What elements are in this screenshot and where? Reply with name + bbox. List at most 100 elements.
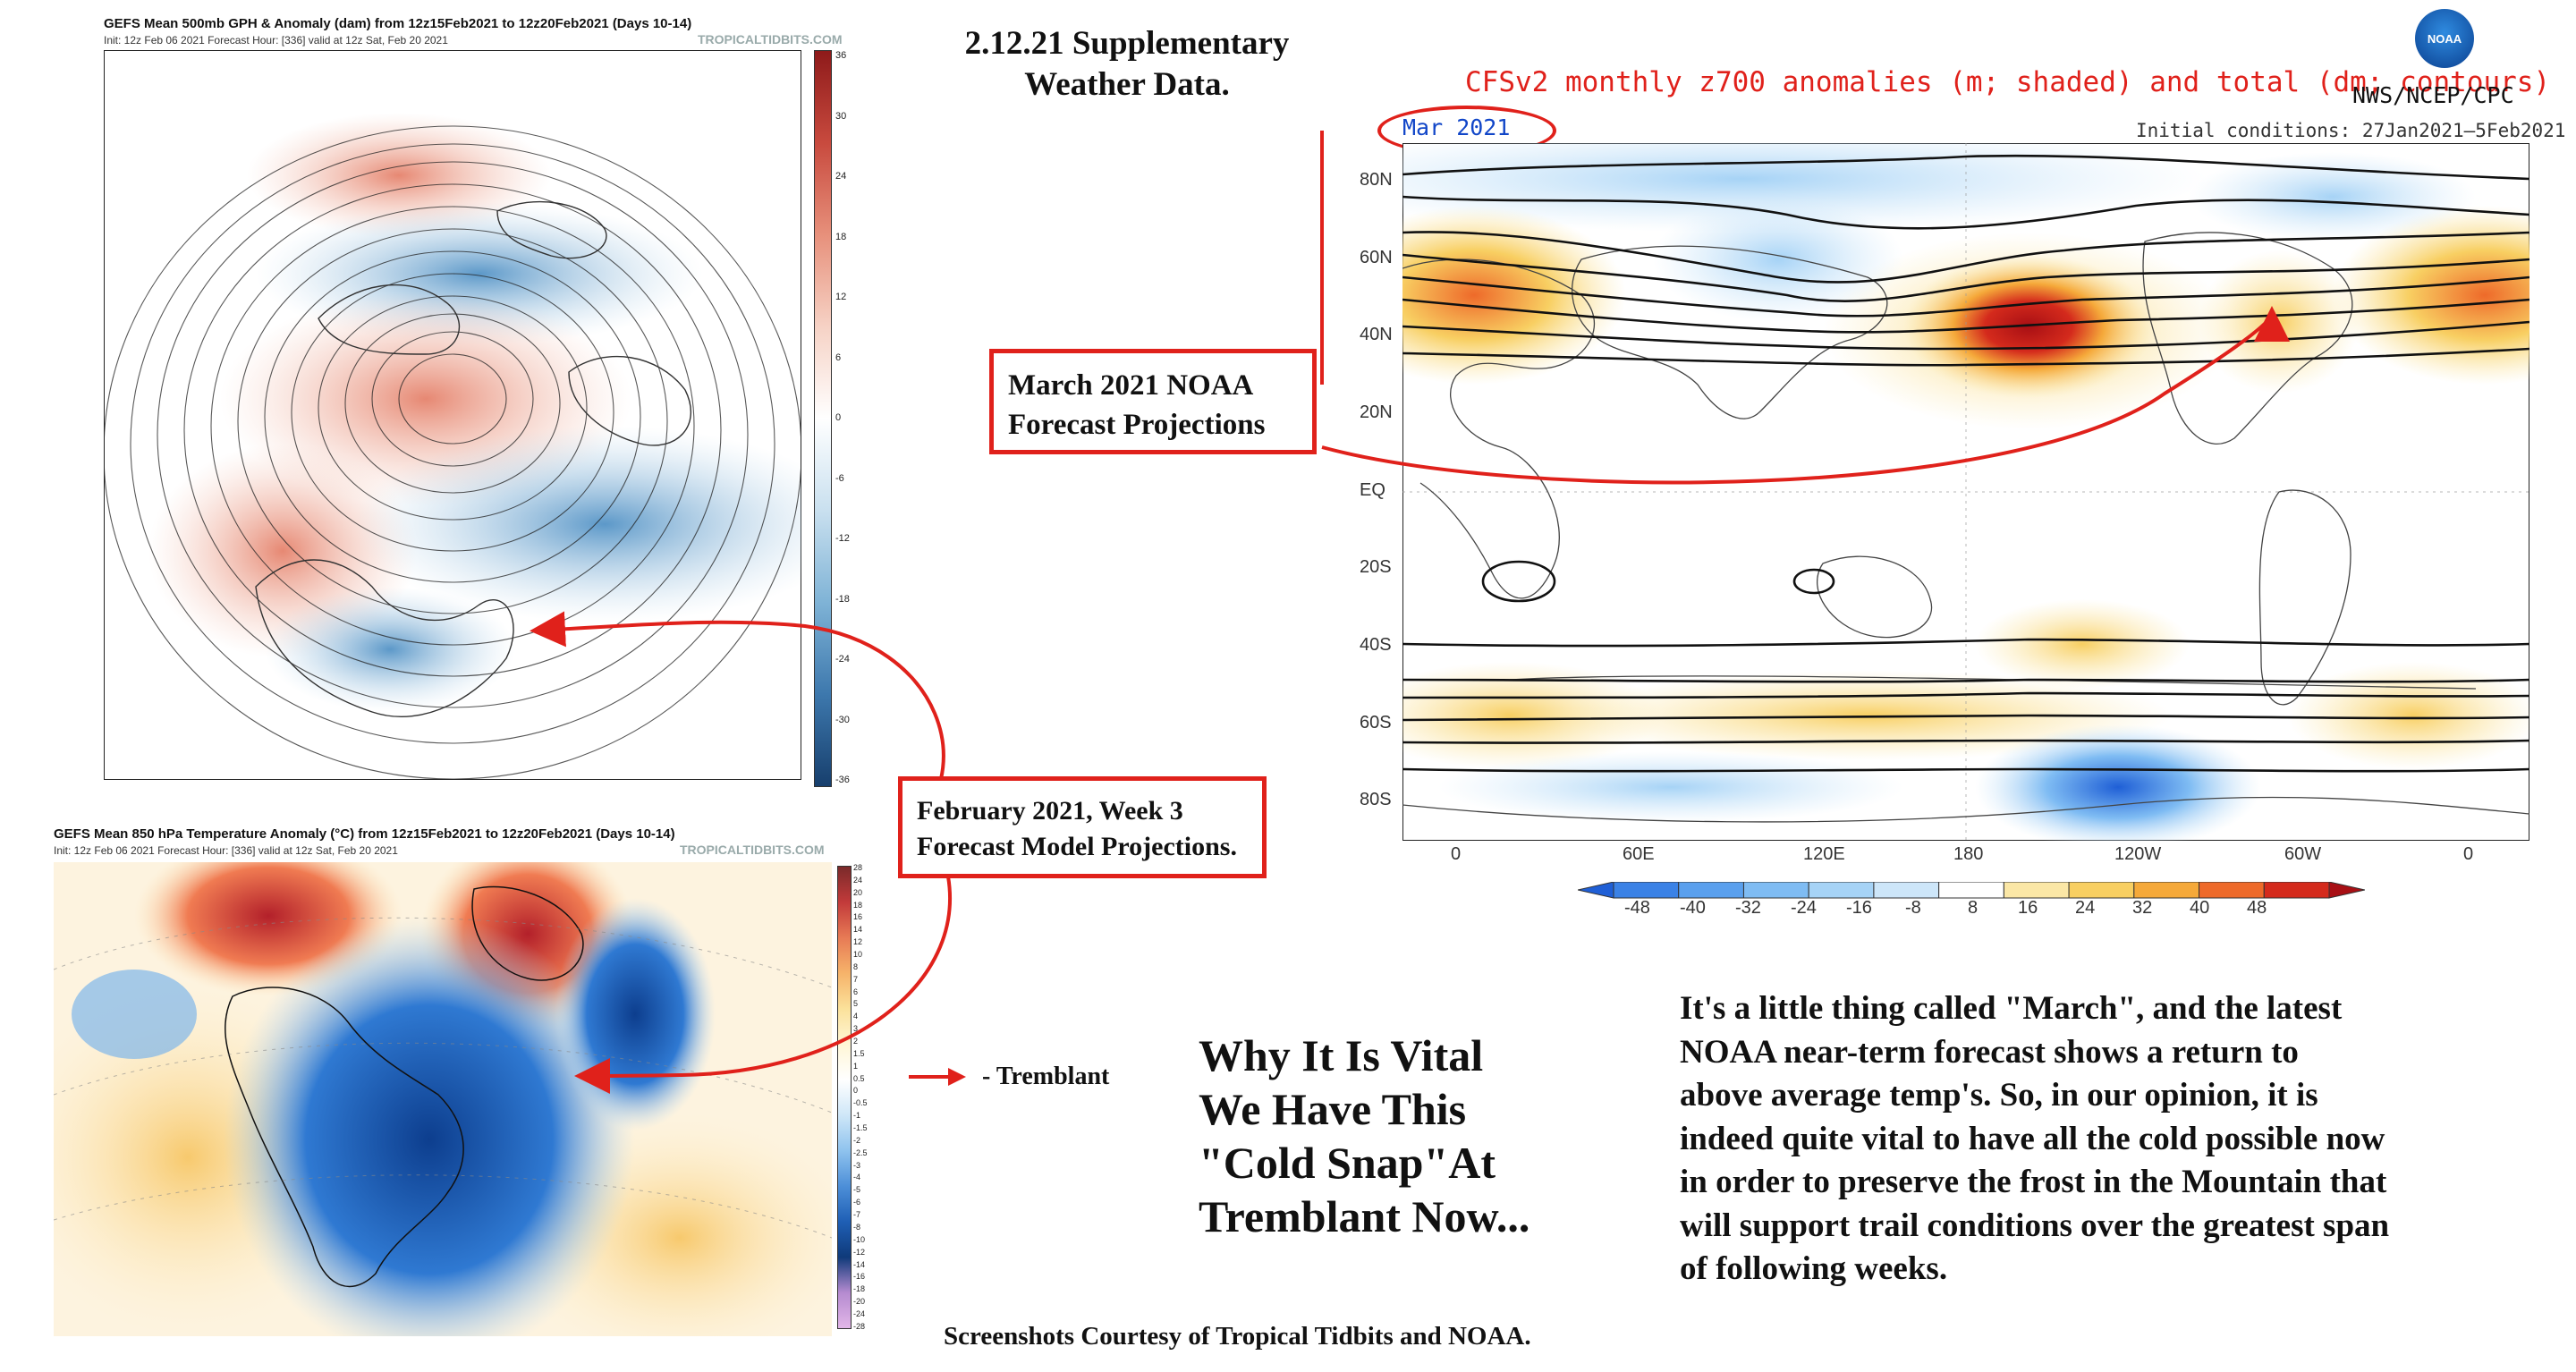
- colorbar-tick: -30: [835, 714, 850, 725]
- colorbar-tick: -36: [835, 775, 850, 785]
- colorbar-cell: [1938, 882, 2004, 899]
- body-line: will support trail conditions over the g…: [1680, 1207, 2390, 1244]
- colorbar-tick: -2.5: [853, 1148, 868, 1157]
- gefs850-subtitle: Init: 12z Feb 06 2021 Forecast Hour: [33…: [54, 844, 398, 857]
- colorbar-tick: -18: [853, 1284, 866, 1294]
- colorbar-tick: -8: [853, 1222, 861, 1232]
- colorbar-tick: -1: [853, 1111, 861, 1121]
- colorbar-tick: -24: [853, 1308, 866, 1318]
- colorbar-label: 24: [2075, 898, 2096, 918]
- gefs500-title: GEFS Mean 500mb GPH & Anomaly (dam) from…: [104, 16, 692, 31]
- red-arrow-icon: [909, 1068, 966, 1086]
- colorbar-cell: [1742, 882, 1809, 899]
- body-line: in order to preserve the frost in the Mo…: [1680, 1164, 2387, 1200]
- colorbar-tick: 7: [853, 974, 859, 984]
- tremblant-label: - Tremblant: [982, 1063, 1110, 1090]
- colorbar-tick: 18: [835, 231, 847, 242]
- callout-line: Forecast Model Projections.: [917, 832, 1237, 861]
- callout-line: March 2021 NOAA: [1008, 369, 1254, 402]
- gefs850-credit: TROPICALTIDBITS.COM: [680, 843, 825, 857]
- march-forecast-callout: March 2021 NOAA Forecast Projections: [989, 349, 1317, 454]
- colorbar-tick: -4: [853, 1173, 861, 1182]
- colorbar-tick: -1.5: [853, 1123, 868, 1133]
- body-line: of following weeks.: [1680, 1250, 1948, 1287]
- colorbar-tick: -6: [835, 472, 844, 484]
- gefs850-map: [54, 862, 832, 1336]
- cfs-title: CFSv2 monthly z700 anomalies (m; shaded)…: [1465, 66, 2551, 98]
- colorbar-tick: -6: [853, 1198, 861, 1207]
- colorbar-tick: -2: [853, 1135, 861, 1145]
- colorbar-tick: 0: [853, 1086, 859, 1096]
- colorbar-tick: 12: [853, 937, 863, 947]
- colorbar-tick: -12: [835, 533, 850, 544]
- colorbar-tick: 24: [835, 171, 847, 182]
- tremblant-legend: - Tremblant: [907, 1059, 1109, 1095]
- gefs500-colorbar: [814, 50, 832, 787]
- gefs500-subtitle: Init: 12z Feb 06 2021 Forecast Hour: [33…: [104, 34, 448, 47]
- footer-credit: Screenshots Courtesy of Tropical Tidbits…: [944, 1322, 1531, 1351]
- noaa-logo-text: NOAA: [2427, 31, 2462, 46]
- colorbar-cell: [2199, 882, 2265, 899]
- gefs500-credit: TROPICALTIDBITS.COM: [698, 32, 843, 47]
- lat-label: 40S: [1360, 635, 1392, 655]
- gefs500-panel: GEFS Mean 500mb GPH & Anomaly (dam) from…: [54, 13, 868, 791]
- colorbar-tick: 6: [835, 351, 842, 363]
- colorbar-tick: -28: [853, 1321, 866, 1331]
- colorbar-cell: [1873, 882, 1940, 899]
- headline-line: Tremblant Now...: [1199, 1191, 1530, 1241]
- lon-label: 0: [2463, 844, 2474, 864]
- colorbar-tick: 1: [853, 1061, 859, 1071]
- colorbar-tick: -7: [853, 1210, 861, 1220]
- colorbar-tick: -20: [853, 1297, 866, 1307]
- page-title-line: 2.12.21 Supplementary: [964, 25, 1290, 62]
- colorbar-label: 40: [2190, 898, 2210, 918]
- colorbar-cell: [1578, 882, 1614, 899]
- colorbar-tick: 8: [853, 961, 859, 971]
- colorbar-tick: 6: [853, 987, 859, 996]
- colorbar-tick: 0.5: [853, 1073, 865, 1083]
- colorbar-label: -40: [1680, 898, 1706, 918]
- cfs-panel: NOAA CFSv2 monthly z700 anomalies (m; sh…: [1322, 0, 2576, 930]
- colorbar-label: 8: [1968, 898, 1979, 918]
- colorbar-cell: [1613, 882, 1680, 899]
- colorbar-tick: -12: [853, 1247, 866, 1257]
- colorbar-cell: [1678, 882, 1744, 899]
- colorbar-tick: -18: [835, 593, 850, 605]
- colorbar-tick: 10: [853, 950, 863, 960]
- lat-label: 80N: [1360, 170, 1393, 190]
- colorbar-tick: 5: [853, 999, 859, 1009]
- feb-forecast-callout: February 2021, Week 3 Forecast Model Pro…: [898, 776, 1267, 878]
- colorbar-cell: [2328, 882, 2365, 899]
- page-title-line: Weather Data.: [1024, 66, 1230, 103]
- callout-line: February 2021, Week 3: [917, 796, 1183, 826]
- body-text: It's a little thing called "March", and …: [1680, 987, 2556, 1292]
- colorbar-label: -32: [1735, 898, 1761, 918]
- lon-label: 120E: [1803, 844, 1845, 864]
- lat-label: 20N: [1360, 402, 1393, 422]
- colorbar-tick: -10: [853, 1234, 866, 1244]
- cfs-colorbar-labels: -48 -40 -32 -24 -16 -8 8 16 24 32 40 48: [1578, 898, 2365, 921]
- cfs-init: Initial conditions: 27Jan2021–5Feb2021: [2136, 120, 2566, 141]
- colorbar-cell: [2133, 882, 2200, 899]
- gefs850-panel: GEFS Mean 850 hPa Temperature Anomaly (°…: [54, 823, 894, 1342]
- noaa-logo: NOAA: [2415, 9, 2474, 68]
- cfs-colorbar: [1578, 882, 2365, 899]
- colorbar-tick: 20: [853, 887, 863, 897]
- colorbar-tick: -24: [835, 654, 850, 665]
- gefs500-map: [104, 50, 801, 780]
- colorbar-label: 48: [2247, 898, 2267, 918]
- lon-label: 0: [1451, 844, 1462, 864]
- headline-line: We Have This: [1199, 1084, 1467, 1134]
- colorbar-tick: 16: [853, 912, 863, 922]
- body-line: NOAA near-term forecast shows a return t…: [1680, 1033, 2299, 1071]
- colorbar-tick: 1.5: [853, 1048, 865, 1058]
- colorbar-tick: 28: [853, 863, 863, 872]
- gefs500-colorbar-ticks: 36 30 24 18 12 6 0 -6 -12 -18 -24 -30 -3…: [835, 50, 864, 785]
- colorbar-tick: 4: [853, 1012, 859, 1021]
- colorbar-tick: -5: [853, 1185, 861, 1195]
- cfs-map: [1402, 143, 2529, 841]
- gefs850-title: GEFS Mean 850 hPa Temperature Anomaly (°…: [54, 826, 675, 842]
- headline-line: "Cold Snap"At: [1199, 1138, 1496, 1188]
- colorbar-tick: 36: [835, 50, 847, 61]
- colorbar-cell: [2003, 882, 2070, 899]
